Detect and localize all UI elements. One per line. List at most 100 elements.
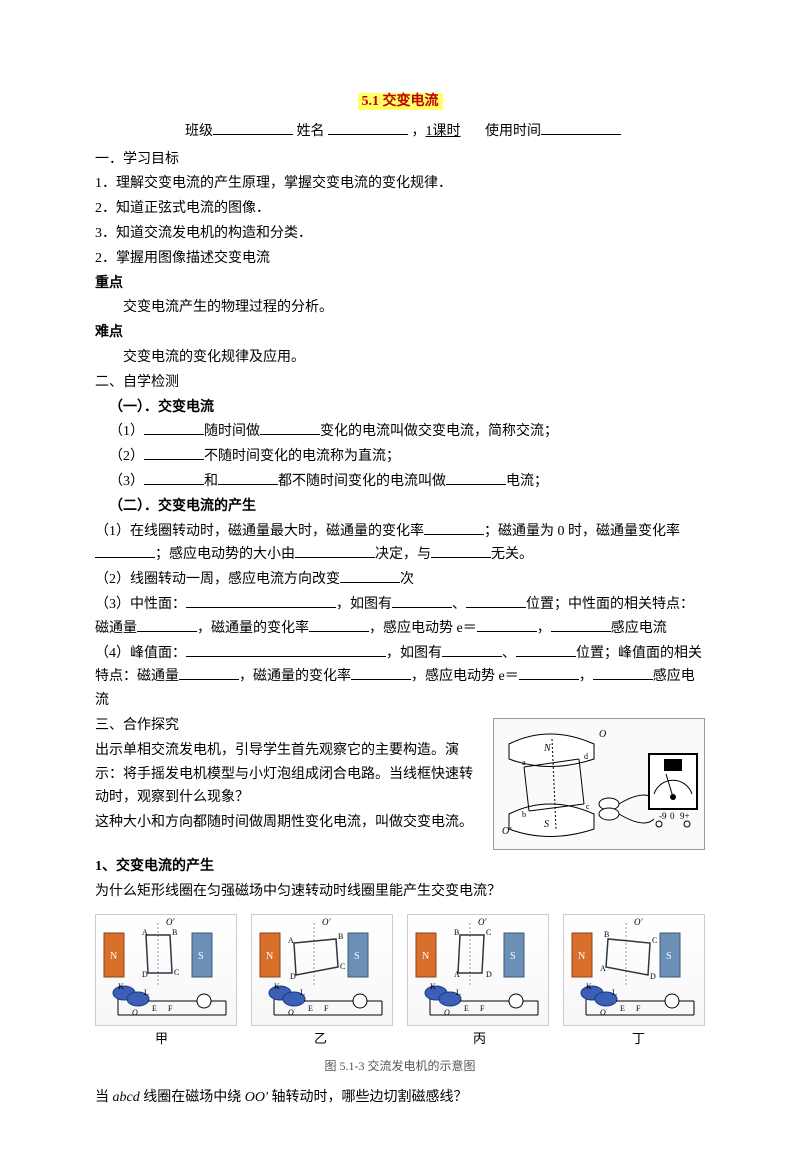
title-text: 5.1 交变电流 [358, 93, 443, 110]
t: ，磁通量的变化率 [239, 669, 351, 684]
figure-ding: N S O' A D C B K L O E F [563, 914, 705, 1026]
svg-text:A: A [288, 936, 294, 945]
goal-4: 2．掌握用图像描述交变电流 [95, 247, 705, 271]
sub2-heading: （二）．交变电流的产生 [95, 495, 705, 519]
t: ，如图有 [386, 646, 442, 661]
t: ， [537, 621, 551, 636]
svg-text:0: 0 [670, 811, 675, 821]
name-blank [328, 134, 408, 135]
t: 当 [95, 1090, 113, 1105]
svg-text:N: N [543, 743, 552, 754]
blank [477, 631, 537, 632]
section-2-heading: 二、自学检测 [95, 371, 705, 395]
sub1-item3: （3）和都不随时间变化的电流叫做电流； [95, 470, 705, 494]
t: 、 [452, 597, 466, 612]
hardpoint-text: 交变电流的变化规律及应用。 [95, 346, 705, 370]
svg-text:d: d [584, 752, 588, 761]
svg-text:b: b [522, 810, 526, 819]
blank [593, 679, 653, 680]
svg-text:O': O' [634, 917, 643, 927]
sub1-i3a: （3） [109, 474, 144, 489]
svg-text:c: c [586, 802, 590, 811]
time-label: 使用时间 [485, 124, 541, 139]
svg-text:S: S [354, 951, 360, 962]
t: 轴转动时，哪些边切割磁感线？ [268, 1090, 468, 1105]
t: ；磁通量为 0 时，磁通量变化率 [484, 524, 680, 539]
section-1-heading: 一．学习目标 [95, 148, 705, 172]
svg-text:L: L [144, 988, 149, 997]
svg-text:A: A [454, 970, 460, 979]
figure-labels: 甲 乙 丙 丁 [95, 1028, 705, 1050]
hardpoint-label: 难点 [95, 321, 705, 345]
sub1-item2: （2） 不随时间变化的电流称为直流； [95, 445, 705, 469]
class-label: 班级 [185, 124, 213, 139]
svg-text:E: E [464, 1004, 469, 1013]
sub1-i1b: 随时间做 [204, 424, 260, 439]
svg-text:S: S [198, 951, 204, 962]
blank [516, 656, 576, 657]
sub1-heading: （一）．交变电流 [95, 396, 705, 420]
t: 线圈在磁场中绕 [140, 1090, 245, 1105]
sub1-i2a: （2） [109, 449, 144, 464]
t: （1）在线圈转动时，磁通量最大时，磁通量的变化率 [95, 524, 424, 539]
svg-text:E: E [308, 1004, 313, 1013]
svg-text:N: N [578, 951, 585, 962]
figure-jia: N S O' A B C D K L O E F [95, 914, 237, 1026]
svg-text:N: N [110, 951, 117, 962]
blank [186, 656, 386, 657]
time-blank [541, 134, 621, 135]
t: （2）线圈转动一周，感应电流方向改变 [95, 572, 340, 587]
blank [424, 534, 484, 535]
svg-text:K: K [430, 982, 436, 991]
sub2-p2: （2）线圈转动一周，感应电流方向改变次 [95, 568, 705, 592]
sec3-q2: 当 abcd 线圈在磁场中绕 OO′ 轴转动时，哪些边切割磁感线？ [95, 1086, 705, 1110]
svg-text:F: F [636, 1004, 641, 1013]
svg-text:F: F [168, 1004, 173, 1013]
svg-text:S: S [544, 819, 549, 830]
svg-text:F: F [480, 1004, 485, 1013]
svg-text:O: O [600, 1008, 606, 1017]
period-suffix: 课时 [433, 124, 461, 139]
blank [392, 607, 452, 608]
sub1-i3c: 都不随时间变化的电流叫做 [278, 474, 446, 489]
svg-text:S: S [510, 951, 516, 962]
svg-text:O: O [444, 1008, 450, 1017]
svg-text:S: S [666, 951, 672, 962]
t: ，感应电动势 e＝ [369, 621, 477, 636]
period-prefix: ， [412, 124, 426, 139]
svg-text:a: a [522, 758, 526, 767]
svg-text:O': O' [322, 917, 331, 927]
blank [144, 434, 204, 435]
sub1-i3d: 电流； [506, 474, 548, 489]
blank [431, 557, 491, 558]
sec3-sub-heading: 1、交变电流的产生 [95, 855, 705, 879]
svg-text:L: L [612, 988, 617, 997]
svg-text:E: E [152, 1004, 157, 1013]
name-label: 姓名 [297, 124, 325, 139]
fig-label-1: 乙 [314, 1028, 327, 1050]
t: ，磁通量的变化率 [197, 621, 309, 636]
svg-text:L: L [300, 988, 305, 997]
svg-text:B: B [172, 928, 177, 937]
blank [519, 679, 579, 680]
sub1-i2b: 不随时间变化的电流称为直流； [204, 449, 400, 464]
svg-text:O': O' [502, 826, 512, 837]
goal-3: 3．知道交流发电机的构造和分类． [95, 222, 705, 246]
svg-text:D: D [290, 972, 296, 981]
svg-text:C: C [486, 928, 491, 937]
blank [446, 484, 506, 485]
blank [144, 484, 204, 485]
sub1-item1: （1）随时间做变化的电流叫做交变电流，简称交流； [95, 420, 705, 444]
t: （3）中性面： [95, 597, 186, 612]
sub1-i1c: 变化的电流叫做交变电流，简称交流； [320, 424, 558, 439]
blank [551, 631, 611, 632]
fig-label-3: 丁 [632, 1028, 645, 1050]
svg-text:L: L [456, 988, 461, 997]
t: ， [579, 669, 593, 684]
sub2-p4: （4）峰值面：，如图有、位置；峰值面的相关特点：磁通量，磁通量的变化率，感应电动… [95, 642, 705, 713]
class-blank [213, 134, 293, 135]
figure-row: N S O' A B C D K L O E F [95, 914, 705, 1026]
goal-1: 1．理解交变电流的产生原理，掌握交变电流的变化规律． [95, 172, 705, 196]
figure-caption: 图 5.1-3 交流发电机的示意图 [95, 1056, 705, 1076]
svg-text:A: A [142, 928, 148, 937]
